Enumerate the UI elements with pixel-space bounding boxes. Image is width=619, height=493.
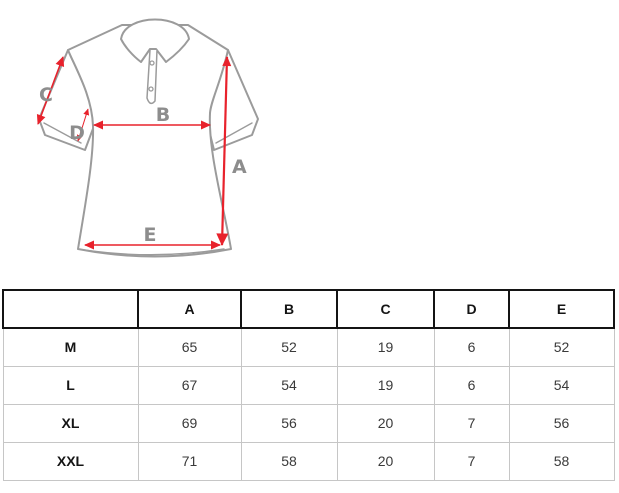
value-cell: 52	[240, 327, 338, 367]
table-row-l: L 67 54 19 6 54	[2, 365, 615, 405]
value-cell: 58	[508, 441, 615, 481]
value-cell: 67	[137, 365, 242, 405]
size-cell: XXL	[2, 441, 139, 481]
label-b: B	[156, 104, 170, 126]
header-cell-c: C	[336, 289, 435, 329]
table-row-xl: XL 69 56 20 7 56	[2, 403, 615, 443]
label-a: A	[232, 156, 247, 178]
value-cell: 71	[137, 441, 242, 481]
polo-shirt-outline	[38, 18, 259, 258]
label-c: C	[39, 84, 53, 106]
measure-arrow-a	[216, 56, 232, 246]
value-cell: 7	[433, 403, 510, 443]
value-cell: 65	[137, 327, 242, 367]
value-cell: 19	[336, 327, 435, 367]
value-cell: 7	[433, 441, 510, 481]
measure-line-d	[76, 108, 90, 142]
left-cuff-stitch	[43, 122, 82, 144]
hem-stitch	[83, 248, 225, 256]
header-cell-a: A	[137, 289, 242, 329]
value-cell: 54	[508, 365, 615, 405]
measurement-arrows	[36, 56, 232, 250]
value-cell: 56	[508, 403, 615, 443]
label-e: E	[144, 224, 157, 246]
header-cell-b: B	[240, 289, 338, 329]
table-row-xxl: XXL 71 58 20 7 58	[2, 441, 615, 481]
size-table-header: A B C D E	[2, 289, 615, 329]
measure-arrow-c	[36, 56, 65, 125]
size-table: A B C D E M 65 52 19 6 52 L 67 54 19 6	[2, 289, 615, 481]
value-cell: 58	[240, 441, 338, 481]
polo-shirt-svg: C D B A E	[36, 18, 259, 258]
polo-shirt-measurement-diagram: C D B A E	[0, 0, 310, 285]
value-cell: 52	[508, 327, 615, 367]
measurement-labels: C D B A E	[39, 84, 247, 246]
value-cell: 56	[240, 403, 338, 443]
table-row-m: M 65 52 19 6 52	[2, 327, 615, 367]
value-cell: 20	[336, 441, 435, 481]
size-cell: L	[2, 365, 139, 405]
value-cell: 69	[137, 403, 242, 443]
size-cell: M	[2, 327, 139, 367]
header-cell-size	[2, 289, 139, 329]
header-cell-e: E	[508, 289, 615, 329]
label-d: D	[69, 122, 85, 144]
value-cell: 6	[433, 327, 510, 367]
value-cell: 19	[336, 365, 435, 405]
shirt-body	[67, 24, 232, 258]
size-table-body: M 65 52 19 6 52 L 67 54 19 6 54 XL 69 56…	[2, 327, 615, 481]
collar	[120, 18, 190, 63]
value-cell: 20	[336, 403, 435, 443]
header-cell-d: D	[433, 289, 510, 329]
size-cell: XL	[2, 403, 139, 443]
value-cell: 54	[240, 365, 338, 405]
value-cell: 6	[433, 365, 510, 405]
placket-button	[148, 86, 154, 92]
header-row: A B C D E	[2, 289, 615, 329]
placket-button	[149, 60, 155, 66]
